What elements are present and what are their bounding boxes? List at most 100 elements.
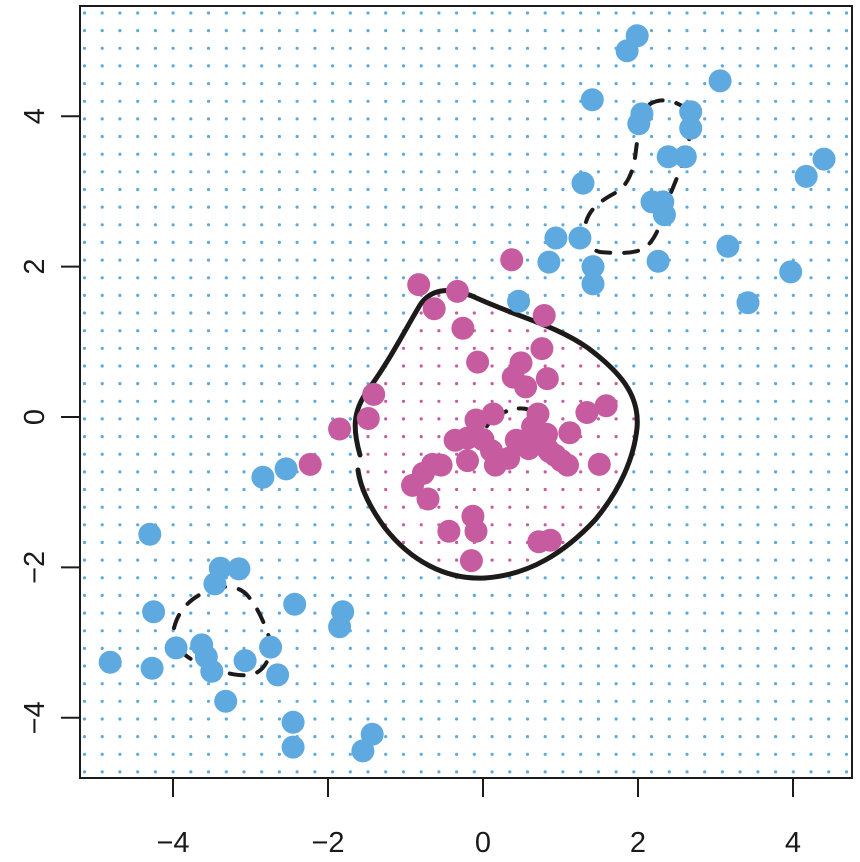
grid-dot xyxy=(791,82,795,86)
grid-dot xyxy=(720,99,725,103)
grid-dot xyxy=(401,717,406,721)
grid-dot xyxy=(561,223,565,227)
grid-dot xyxy=(171,664,175,668)
grid-dot xyxy=(827,752,831,756)
grid-dot xyxy=(614,117,618,121)
grid-dot xyxy=(543,593,547,598)
grid-dot xyxy=(827,46,831,50)
grid-dot xyxy=(703,240,707,244)
grid-dot xyxy=(579,699,583,703)
grid-dot xyxy=(649,664,654,668)
grid-dot xyxy=(667,664,671,668)
grid-dot xyxy=(331,117,335,121)
grid-dot xyxy=(348,134,352,139)
grid-dot xyxy=(401,134,406,139)
grid-dot xyxy=(260,276,264,280)
grid-dot xyxy=(437,152,441,156)
grid-dot xyxy=(313,276,317,280)
blue-point xyxy=(571,171,595,195)
grid-dot xyxy=(703,46,707,50)
grid-dot xyxy=(543,399,547,403)
grid-dot xyxy=(508,629,512,633)
grid-dot xyxy=(277,311,281,315)
grid-dot xyxy=(419,417,423,421)
grid-dot xyxy=(313,505,317,509)
grid-dot xyxy=(508,558,512,562)
grid-dot xyxy=(508,240,512,244)
grid-dot xyxy=(136,682,140,686)
grid-dot xyxy=(366,276,370,280)
grid-dot xyxy=(366,487,370,492)
grid-dot xyxy=(791,329,795,333)
grid-dot xyxy=(543,82,547,86)
grid-dot xyxy=(189,505,193,509)
grid-dot xyxy=(348,682,352,686)
grid-dot xyxy=(242,470,246,474)
grid-dot xyxy=(153,152,157,156)
grid-dot xyxy=(171,523,175,527)
grid-dot xyxy=(419,240,423,244)
grid-dot xyxy=(649,46,654,50)
grid-dot xyxy=(649,593,654,598)
grid-dot xyxy=(632,664,636,668)
grid-dot xyxy=(596,699,601,703)
grid-dot xyxy=(348,170,352,174)
grid-dot xyxy=(685,717,689,721)
grid-dot xyxy=(543,646,547,651)
grid-dot xyxy=(331,346,335,350)
grid-dot xyxy=(366,699,370,703)
grid-dot xyxy=(100,311,104,315)
grid-dot xyxy=(490,134,494,139)
grid-dot xyxy=(437,11,441,15)
grid-dot xyxy=(455,735,459,739)
grid-dot xyxy=(366,205,370,209)
grid-dot xyxy=(827,523,831,527)
grid-dot xyxy=(401,593,406,598)
blue-point xyxy=(98,650,122,674)
grid-dot xyxy=(206,399,211,403)
magenta-point xyxy=(464,408,488,432)
grid-dot xyxy=(118,629,122,633)
grid-dot xyxy=(720,629,725,633)
grid-dot xyxy=(508,346,512,350)
grid-dot xyxy=(596,152,601,156)
grid-dot xyxy=(649,629,654,633)
grid-dot xyxy=(667,735,671,739)
grid-dot xyxy=(791,382,795,386)
grid-dot xyxy=(242,46,246,50)
grid-dot xyxy=(667,134,671,139)
x-tick-label: 0 xyxy=(475,827,491,859)
grid-dot xyxy=(277,258,281,262)
grid-dot xyxy=(313,717,317,721)
grid-dot xyxy=(348,152,352,156)
grid-dot xyxy=(242,64,246,68)
grid-dot xyxy=(667,82,671,86)
grid-dot xyxy=(260,593,264,598)
grid-dot xyxy=(649,523,654,527)
grid-dot xyxy=(437,187,441,192)
grid-dot xyxy=(774,29,778,33)
grid-dot xyxy=(579,558,583,562)
grid-dot xyxy=(419,99,423,103)
grid-dot xyxy=(525,152,530,156)
grid-dot xyxy=(419,11,423,15)
grid-dot xyxy=(596,134,601,139)
grid-dot xyxy=(614,452,618,456)
grid-dot xyxy=(260,523,264,527)
grid-dot xyxy=(136,82,140,86)
grid-dot xyxy=(295,399,299,403)
grid-dot xyxy=(384,240,388,244)
grid-dot xyxy=(118,170,122,174)
grid-dot xyxy=(667,311,671,315)
grid-dot xyxy=(774,364,778,368)
grid-dot xyxy=(525,646,530,651)
grid-dot xyxy=(295,82,299,86)
grid-dot xyxy=(366,611,370,615)
grid-dot xyxy=(809,611,813,615)
x-tick-label: 4 xyxy=(785,827,801,859)
grid-dot xyxy=(791,452,795,456)
grid-dot xyxy=(490,187,494,192)
grid-dot xyxy=(649,505,654,509)
grid-dot xyxy=(649,682,654,686)
grid-dot xyxy=(153,682,157,686)
